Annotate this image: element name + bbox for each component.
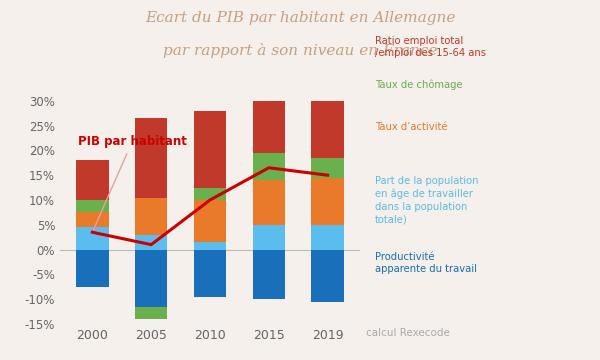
Bar [194, 249, 226, 297]
Bar [194, 200, 226, 242]
Text: Taux d’activité: Taux d’activité [375, 122, 448, 132]
Bar [253, 153, 285, 180]
Bar [311, 68, 344, 158]
Bar [135, 118, 167, 198]
Text: Ratio emploi total
/emploi des 15-64 ans: Ratio emploi total /emploi des 15-64 ans [375, 36, 486, 58]
Bar [135, 198, 167, 235]
Bar [76, 227, 109, 249]
Bar [253, 249, 285, 299]
Text: Part de la population
en âge de travailler
dans la population
totale): Part de la population en âge de travaill… [375, 176, 479, 224]
Bar [311, 249, 344, 302]
Bar [135, 307, 167, 319]
Bar [135, 249, 167, 307]
Bar [76, 212, 109, 227]
Bar [194, 242, 226, 249]
Bar [253, 225, 285, 249]
Text: par rapport à son niveau en France: par rapport à son niveau en France [163, 43, 437, 58]
Bar [311, 178, 344, 225]
Bar [76, 200, 109, 212]
Text: Ecart du PIB par habitant en Allemagne: Ecart du PIB par habitant en Allemagne [145, 11, 455, 25]
Bar [311, 158, 344, 178]
Bar [311, 225, 344, 249]
Bar [76, 249, 109, 287]
Bar [253, 68, 285, 153]
Text: Taux de chômage: Taux de chômage [375, 79, 463, 90]
Bar [253, 180, 285, 225]
Bar [194, 188, 226, 200]
Bar [135, 235, 167, 249]
Bar [76, 160, 109, 200]
Bar [194, 111, 226, 188]
Text: PIB par habitant: PIB par habitant [77, 135, 187, 230]
Text: Productivité
apparente du travail: Productivité apparente du travail [375, 252, 477, 274]
Text: calcul Rexecode: calcul Rexecode [366, 328, 450, 338]
